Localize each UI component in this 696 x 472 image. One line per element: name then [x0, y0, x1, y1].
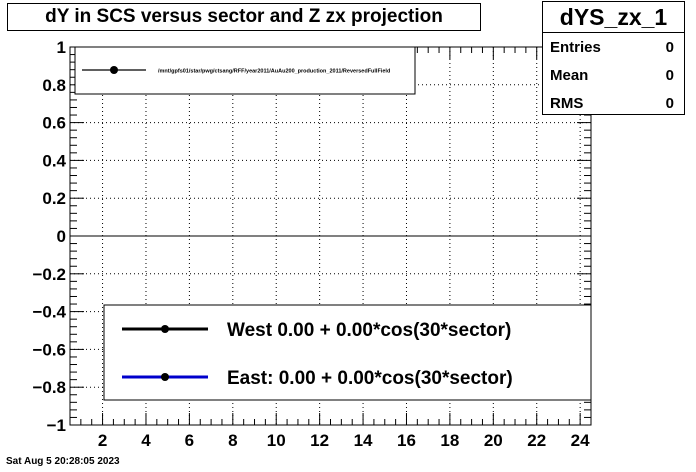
y-tick-label: −0.2 [32, 265, 66, 284]
x-tick-label: 10 [267, 431, 286, 450]
x-tick-label: 22 [527, 431, 546, 450]
east-legend-label: East: 0.00 + 0.00*cos(30*sector) [227, 368, 513, 389]
stats-value: 0 [665, 38, 674, 56]
stats-row-rms: RMS 0 [543, 89, 684, 117]
x-tick-label: 14 [354, 431, 373, 450]
chart-title: dY in SCS versus sector and Z zx project… [7, 3, 481, 31]
x-tick-label: 16 [397, 431, 416, 450]
stats-label: Entries [550, 38, 601, 56]
y-tick-label: 0.6 [42, 114, 66, 133]
stats-row-mean: Mean 0 [543, 61, 684, 89]
x-tick-label: 24 [571, 431, 590, 450]
stats-value: 0 [665, 66, 674, 84]
east-legend-marker [161, 373, 169, 381]
x-tick-label: 8 [228, 431, 237, 450]
x-tick-label: 6 [185, 431, 194, 450]
y-tick-label: 0.8 [42, 76, 66, 95]
y-tick-label: 0 [57, 227, 66, 246]
stats-row-entries: Entries 0 [543, 33, 684, 61]
y-tick-label: −0.4 [32, 303, 66, 322]
stats-box: dYS_zx_1 Entries 0 Mean 0 RMS 0 [542, 1, 685, 115]
y-tick-label: −0.6 [32, 340, 66, 359]
west-legend-label: West 0.00 + 0.00*cos(30*sector) [227, 320, 511, 341]
x-tick-label: 18 [440, 431, 459, 450]
top-legend-label: /mnt/gpfs01/star/pwg/ctsang/RFF/year2011… [158, 69, 390, 75]
y-tick-label: −1 [47, 416, 66, 435]
stats-label: RMS [550, 94, 584, 112]
y-tick-labels: −1 −0.8 −0.6 −0.4 −0.2 0 0.2 0.4 0.6 0.8 1 [32, 38, 66, 435]
y-tick-label: 0.4 [42, 151, 66, 170]
x-tick-label: 2 [98, 431, 107, 450]
x-tick-labels: 2 4 6 8 10 12 14 16 18 20 22 24 [98, 431, 590, 450]
y-tick-label: −0.8 [32, 378, 66, 397]
fit-legend: West 0.00 + 0.00*cos(30*sector) East: 0.… [103, 304, 592, 401]
stats-histogram-name: dYS_zx_1 [543, 2, 684, 33]
y-tick-label: 0.2 [42, 189, 66, 208]
stats-value: 0 [665, 94, 674, 112]
x-tick-label: 20 [484, 431, 503, 450]
top-legend-marker [110, 66, 118, 74]
datestamp: Sat Aug 5 20:28:05 2023 [6, 456, 120, 467]
x-tick-label: 4 [141, 431, 151, 450]
west-legend-marker [161, 325, 169, 333]
x-tick-label: 12 [310, 431, 329, 450]
y-tick-label: 1 [57, 38, 66, 57]
stats-label: Mean [550, 66, 589, 84]
top-legend: /mnt/gpfs01/star/pwg/ctsang/RFF/year2011… [74, 46, 416, 95]
